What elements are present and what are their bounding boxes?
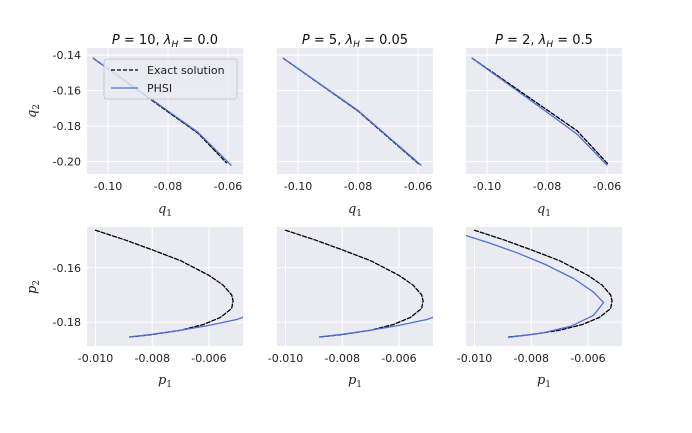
x-tick-label: -0.06 (593, 180, 621, 193)
x-tick-label: -0.010 (78, 352, 113, 365)
y-axis-label: q2 (25, 104, 42, 118)
x-tick-label: -0.08 (154, 180, 182, 193)
y-axis-label: p2 (25, 280, 42, 294)
legend-approx-label: PHSI (147, 82, 172, 95)
x-tick-label: -0.008 (135, 352, 170, 365)
x-tick-label: -0.006 (570, 352, 605, 365)
series-line-phsi (471, 57, 608, 166)
x-tick-label: -0.06 (404, 180, 432, 193)
y-tick-label: -0.20 (53, 156, 81, 169)
x-axis-label: p1 (348, 373, 362, 390)
plot-background (466, 227, 622, 346)
plot-background (466, 48, 622, 174)
x-tick-label: -0.08 (344, 180, 372, 193)
x-tick-label: -0.008 (325, 352, 360, 365)
panel-q-p10: -0.10 -0.08 -0.06 -0.14 -0.16 -0.18 -0.20 P = … (25, 33, 243, 219)
x-axis-label: p1 (537, 373, 551, 390)
panel-p-p10: -0.010 -0.008 -0.006 -0.16 -0.18 p1 p2 (25, 227, 243, 390)
series-line-phsi (318, 316, 433, 338)
y-tick-label: -0.16 (53, 262, 81, 275)
panel-title: P = 5, λH = 0.05 (302, 33, 408, 50)
x-tick-label: -0.010 (457, 352, 492, 365)
y-tick-label: -0.14 (53, 49, 81, 62)
series-line-exact (473, 229, 613, 338)
x-tick-label: -0.006 (381, 352, 416, 365)
series-line-phsi (282, 57, 422, 166)
y-tick-label: -0.18 (53, 316, 81, 329)
series-line-phsi (128, 316, 243, 338)
series-line-exact (471, 57, 610, 166)
legend-exact-label: Exact solution (147, 64, 225, 77)
x-axis-label: p1 (158, 373, 172, 390)
x-axis-label: q1 (158, 202, 172, 219)
panel-p-p5: -0.010 -0.008 -0.006 p1 (268, 227, 433, 390)
panel-q-p2: -0.10 -0.08 -0.06 P = 2, λH = 0.5 q1 (466, 33, 622, 219)
panel-q-p5: -0.10 -0.08 -0.06 P = 5, λH = 0.05 q1 (277, 33, 433, 219)
x-axis-label: q1 (537, 202, 551, 219)
x-axis-label: q1 (348, 202, 362, 219)
x-tick-label: -0.10 (94, 180, 122, 193)
plot-background (277, 227, 433, 346)
x-tick-label: -0.008 (514, 352, 549, 365)
x-tick-label: -0.010 (268, 352, 303, 365)
panel-title: P = 10, λH = 0.0 (112, 33, 218, 50)
legend: Exact solution PHSI (103, 58, 238, 100)
plot-background (87, 227, 243, 346)
x-tick-label: -0.10 (473, 180, 501, 193)
panel-p-p2: -0.010 -0.008 -0.006 p1 (457, 227, 622, 390)
y-tick-label: -0.18 (53, 120, 81, 133)
x-tick-label: -0.08 (533, 180, 561, 193)
legend-box (103, 58, 238, 100)
x-tick-label: -0.06 (214, 180, 242, 193)
panel-title: P = 2, λH = 0.5 (495, 33, 593, 50)
series-line-phsi (466, 234, 605, 338)
x-tick-label: -0.006 (191, 352, 226, 365)
y-tick-label: -0.16 (53, 85, 81, 98)
x-tick-label: -0.10 (284, 180, 312, 193)
